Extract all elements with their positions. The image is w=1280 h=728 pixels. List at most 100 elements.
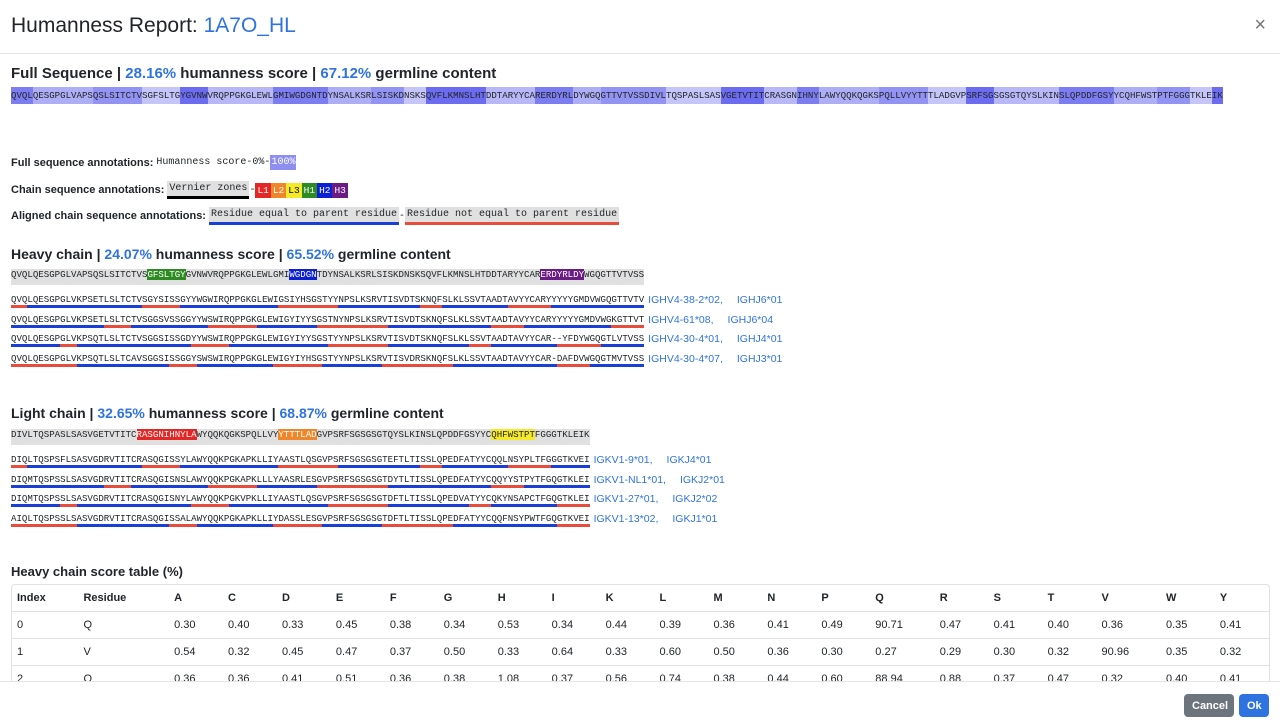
full-seq-chunk: QVQL [11, 87, 33, 104]
v-gene-link[interactable]: IGKV1-27*01, [593, 493, 659, 505]
table-cell: 0.41 [1214, 611, 1269, 639]
table-cell: 88.94 [870, 665, 935, 681]
light-chain-heading: Light chain | 32.65% humanness score | 6… [11, 405, 444, 421]
light-germline-sequence: DIQLTQSPSFLSASVGDRVTITCRASQGISSYLAWYQQKP… [11, 454, 590, 470]
light-germline-row: AIQLTQSPSSLSASVGDRVTITCRASQGISSALAWYQQKP… [11, 512, 718, 529]
table-cell: 0.64 [546, 638, 601, 666]
v-gene-link[interactable]: IGKV1-9*01, [593, 454, 653, 466]
table-cell: 0.38 [384, 611, 439, 639]
heavy-germline-row: QVQLQESGPGLVKPSQTLSLTCTVSGGSISSGDYYWSWIR… [11, 333, 782, 349]
table-cell: 0.37 [546, 665, 601, 681]
modal-footer: Cancel Ok [0, 681, 1280, 728]
full-seq-chunk: TLADGVP [928, 87, 967, 104]
table-cell: 90.71 [870, 611, 935, 639]
table-cell: 0.30 [988, 638, 1043, 666]
j-gene-link[interactable]: IGHJ4*01 [736, 333, 783, 345]
table-cell: 0.27 [870, 638, 935, 666]
light-germline-sequence: DIQMTQSPSSLSASVGDRVTITCRASQGISNYLAWYQQKP… [11, 493, 590, 509]
j-gene-link[interactable]: IGHJ6*04 [727, 313, 774, 326]
cancel-button[interactable]: Cancel [1184, 694, 1234, 717]
full-seq-chunk: SGFSLTG [142, 87, 181, 104]
heavy-parent-row: QVQLQESGPGLVAPSQSLSITCTVSGFSLTGYGVNWVRQP… [11, 269, 645, 285]
light-germline-row: DIQMTQSPSSLSASVGDRVTITCRASQGISNYLAWYQQKP… [11, 493, 717, 509]
v-gene-link[interactable]: IGKV1-13*02, [593, 512, 659, 525]
heavy-germline-sequence: QVQLQESGPGLVKPSETLSLTCTVSGYSISSGYYWGWIRQ… [11, 294, 645, 310]
light-parent-sequence: DIVLTQSPASLSASVGETVTITCRASGNIHNYLAWYQQKQ… [11, 429, 590, 445]
full-seq-chunk: GTTVTVSSDIVL [600, 87, 666, 104]
table-cell: 0.32 [1096, 665, 1161, 681]
modal-body: Full Sequence | 28.16% humanness score |… [0, 54, 1280, 681]
table-cell: 0.33 [276, 611, 331, 639]
j-gene-link[interactable]: IGHJ6*01 [736, 294, 783, 306]
table-cell: 0.34 [546, 611, 601, 639]
column-header: S [988, 585, 1043, 612]
table-cell: 90.96 [1096, 638, 1161, 666]
table-cell: 0.44 [762, 665, 817, 681]
table-cell: 0.37 [384, 638, 439, 666]
full-seq-chunk: QSLSITCTV [92, 87, 142, 104]
full-seq-chunk: DYWGQ [573, 87, 601, 104]
table-cell: V [78, 638, 170, 666]
full-sequence-heading: Full Sequence | 28.16% humanness score |… [11, 65, 497, 82]
j-gene-link[interactable]: IGKJ1*01 [672, 512, 718, 525]
column-header: V [1096, 585, 1161, 612]
table-cell: 0.41 [762, 611, 817, 639]
j-gene-link[interactable]: IGHJ3*01 [736, 352, 783, 365]
full-seq-chunk: PQLLVYYTT [878, 87, 928, 104]
table-cell: 0.41 [276, 665, 331, 681]
heavy-germline-sequence: QVQLQESGPGLVKPSQTLSLTCTVSGGSISSGDYYWSWIR… [11, 333, 645, 349]
full-seq-chunk: NSKS [404, 87, 426, 104]
full-seq-chunk: QESGPGLVAPS [32, 87, 93, 104]
table-cell: 0.40 [1160, 665, 1215, 681]
table-cell: 0.45 [276, 638, 331, 666]
region-chip-h2: H2 [317, 182, 333, 198]
table-cell: 0.32 [1214, 638, 1269, 666]
heavy-germline-row: QVQLQESGPGLVKPSETLSLTCTVSGGSVSSGGYYWSWIR… [11, 313, 774, 330]
table-cell: 0.36 [708, 611, 763, 639]
region-chip-h1: H1 [301, 182, 318, 198]
full-seq-chunk: GMIWGDGNTD [273, 87, 328, 104]
column-header: Residue [78, 585, 170, 612]
table-cell: 0.47 [330, 638, 385, 666]
table-cell: 2 [12, 665, 79, 681]
not-equal-chip: Residue not equal to parent residue [405, 207, 620, 225]
region-chip-l3: L3 [286, 182, 302, 198]
v-gene-link[interactable]: IGHV4-30-4*01, [648, 333, 723, 345]
heavy-parent-sequence: QVQLQESGPGLVAPSQSLSITCTVSGFSLTGYGVNWVRQP… [11, 269, 645, 285]
full-seq-chunk: IK [1211, 87, 1223, 104]
heavy-germline-row: QVQLQESGPGLVKPSETLSLTCTVSGYSISSGYYWGWIRQ… [11, 294, 782, 310]
table-cell: 0.35 [1160, 638, 1215, 666]
score-table: Index Residue A C D E F G H I K L M N P Q R S T V W Y 0 Q 0.30 0… [11, 584, 1270, 681]
column-header: N [762, 585, 817, 612]
v-gene-link[interactable]: IGHV4-61*08, [648, 313, 714, 326]
j-gene-link[interactable]: IGKJ4*01 [666, 454, 712, 466]
table-cell: 0.44 [600, 611, 655, 639]
full-seq-chunk: PTFGGG [1157, 87, 1190, 104]
table-cell: Q [78, 665, 170, 681]
column-header: P [816, 585, 871, 612]
full-seq-chunk: YNSALKSR [327, 87, 372, 104]
table-cell: 0.40 [1042, 611, 1097, 639]
table-row: 0 Q 0.30 0.40 0.33 0.45 0.38 0.34 0.53 0.34 0.44 0.… [12, 611, 1269, 639]
ok-button[interactable]: Ok [1239, 694, 1269, 717]
full-sequence: QVQLQESGPGLVAPSQSLSITCTVSGFSLTGYGVNWVRQP… [11, 85, 1271, 107]
j-gene-link[interactable]: IGKJ2*02 [672, 493, 718, 505]
v-gene-link[interactable]: IGHV4-30-4*07, [648, 352, 723, 365]
v-gene-link[interactable]: IGKV1-NL1*01, [593, 473, 666, 486]
v-gene-link[interactable]: IGHV4-38-2*02, [648, 294, 723, 306]
table-cell: 0.38 [438, 665, 493, 681]
table-cell: 0.49 [816, 611, 871, 639]
table-cell: 0.34 [438, 611, 493, 639]
column-header: A [169, 585, 224, 612]
full-seq-chunk: VRQPPGKGLEWL [207, 87, 273, 104]
column-header: T [1042, 585, 1097, 612]
j-gene-link[interactable]: IGKJ2*01 [679, 473, 725, 486]
close-icon[interactable]: × [1254, 14, 1266, 36]
table-cell: 0.54 [169, 638, 224, 666]
table-cell: 1.08 [492, 665, 547, 681]
full-seq-chunk: SGSGTQYSLKIN [993, 87, 1059, 104]
table-cell: 0.33 [492, 638, 547, 666]
table-cell: 0.37 [988, 665, 1043, 681]
table-cell: 0.38 [708, 665, 763, 681]
full-seq-chunk: TQSPASLSAS [666, 87, 721, 104]
